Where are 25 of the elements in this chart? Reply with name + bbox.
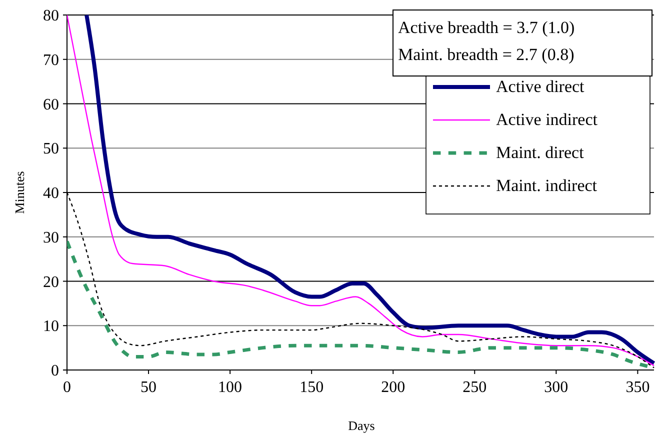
annotation: Active breadth = 3.7 (1.0) [398, 18, 575, 37]
legend-label: Maint. direct [496, 143, 584, 162]
x-tick-label: 100 [218, 379, 242, 396]
y-tick-label: 50 [43, 140, 59, 158]
y-tick-label: 80 [43, 8, 59, 25]
legend-label: Active indirect [496, 110, 598, 129]
x-tick-label: 350 [626, 379, 650, 396]
y-tick-label: 70 [43, 52, 59, 69]
y-tick-label: 30 [43, 229, 59, 246]
legend-label: Active direct [496, 77, 585, 96]
x-tick-label: 150 [300, 379, 324, 396]
y-tick-label: 40 [43, 185, 59, 202]
y-axis-title: Minutes [12, 171, 27, 214]
x-axis-title: Days [348, 418, 375, 433]
x-tick-label: 300 [544, 379, 568, 396]
x-tick-label: 50 [140, 379, 157, 396]
legend-label: Maint. indirect [496, 176, 598, 195]
y-tick-label: 60 [43, 96, 59, 114]
x-tick-label: 0 [63, 379, 71, 396]
annotation: Maint. breadth = 2.7 (0.8) [398, 45, 574, 64]
x-tick-label: 200 [381, 379, 406, 396]
y-tick-label: 20 [43, 274, 59, 291]
y-tick-label: 10 [43, 318, 59, 336]
y-tick-label: 0 [51, 362, 59, 380]
x-tick-label: 250 [462, 379, 487, 396]
